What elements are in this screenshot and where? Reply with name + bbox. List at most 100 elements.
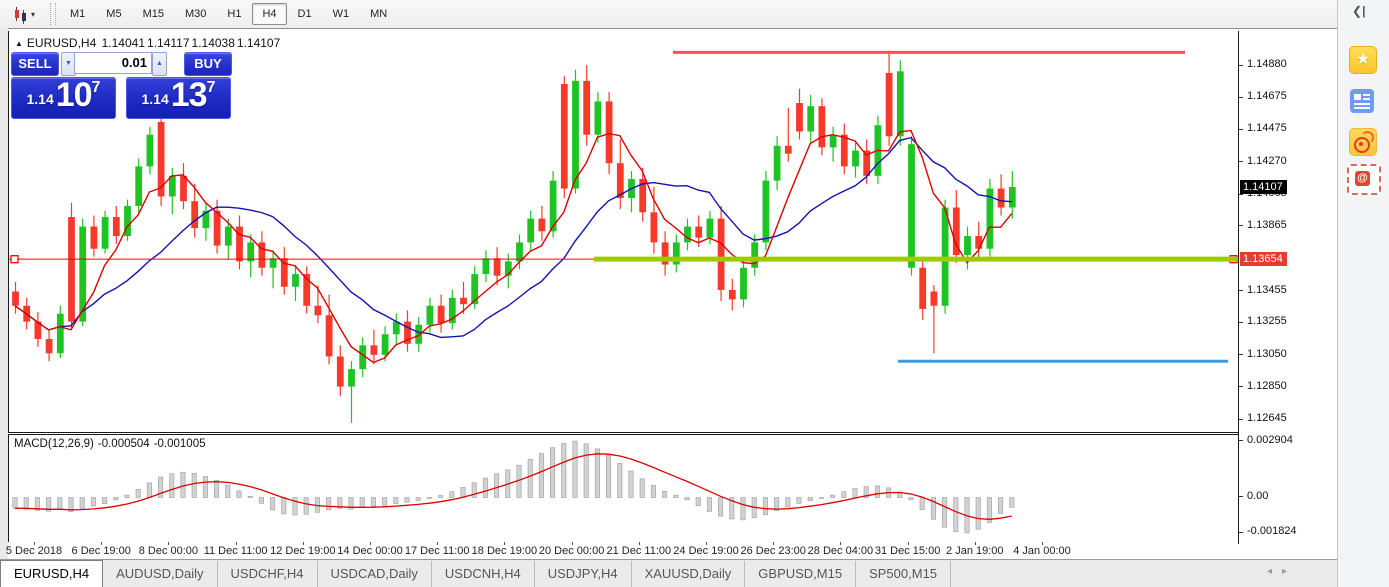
timeframe-button-h4[interactable]: H4 bbox=[252, 3, 287, 25]
tab-audusd-daily[interactable]: AUDUSD,Daily bbox=[103, 561, 218, 587]
time-label: 14 Dec 00:00 bbox=[337, 545, 403, 557]
price-tickmark bbox=[1239, 64, 1243, 66]
macd-tickmark bbox=[1239, 496, 1243, 497]
price-tickmark bbox=[1239, 128, 1243, 130]
macd-label: MACD(12,26,9) -0.000504 -0.001005 bbox=[14, 438, 206, 450]
price-tickmark bbox=[1239, 418, 1243, 420]
toolbar-grip[interactable] bbox=[50, 3, 56, 25]
time-label: 6 Dec 19:00 bbox=[71, 545, 131, 557]
price-tickmark bbox=[1239, 161, 1243, 163]
sell-button[interactable]: SELL bbox=[11, 52, 59, 76]
right-sidebar: ❮| ★ @ bbox=[1337, 0, 1389, 587]
time-tickmark bbox=[235, 542, 237, 545]
time-tickmark bbox=[706, 542, 707, 545]
macd-indicator-pane[interactable]: MACD(12,26,9) -0.000504 -0.001005 bbox=[8, 434, 1239, 544]
price-chart-area[interactable]: ▲ EURUSD,H4 1.14041 1.14117 1.14038 1.14107 … bbox=[8, 31, 1239, 433]
timeframe-button-w1[interactable]: W1 bbox=[332, 8, 350, 20]
macd-signal-line bbox=[14, 453, 1012, 520]
line-handle bbox=[10, 255, 19, 264]
top-toolbar: ▾ M1 M5 M15 M30 H1 H4 D1 W1 MN bbox=[0, 0, 1337, 28]
macd-tickmark bbox=[1239, 531, 1243, 533]
candlestick-chart[interactable] bbox=[9, 31, 1239, 432]
time-label: 11 Dec 11:00 bbox=[203, 545, 268, 557]
mail-icon[interactable]: @ bbox=[1347, 164, 1381, 195]
chart-title: ▲ EURUSD,H4 1.14041 1.14117 1.14038 1.14107 bbox=[15, 36, 281, 50]
ma-slow-line bbox=[14, 136, 1012, 339]
price-tick-label: 1.13865 bbox=[1247, 218, 1287, 231]
tab-xauusd-daily[interactable]: XAUUSD,Daily bbox=[632, 561, 746, 587]
tab-usdjpy-h4[interactable]: USDJPY,H4 bbox=[535, 561, 632, 587]
price-scale[interactable]: 1.148801.146751.144751.142701.140651.138… bbox=[1238, 31, 1338, 543]
price-tick-label: 1.13455 bbox=[1247, 283, 1287, 296]
news-icon[interactable] bbox=[1350, 89, 1374, 113]
chevron-down-icon: ▾ bbox=[30, 9, 35, 19]
macd-chart bbox=[12, 440, 1015, 534]
tab-scroll-right-icon[interactable]: ▸ bbox=[1281, 566, 1297, 577]
timeframe-button-d1[interactable]: D1 bbox=[297, 8, 312, 20]
tab-usdcad-daily[interactable]: USDCAD,Daily bbox=[318, 561, 432, 587]
weibo-icon[interactable] bbox=[1349, 128, 1377, 156]
price-tick-label: 1.14475 bbox=[1247, 122, 1287, 135]
time-label: 31 Dec 15:00 bbox=[874, 545, 941, 557]
timeframe-button-h1[interactable]: H1 bbox=[227, 8, 242, 20]
price-tickmark bbox=[1239, 96, 1243, 98]
time-tickmark bbox=[773, 542, 775, 545]
time-tickmark bbox=[1042, 542, 1043, 545]
price-tickmark bbox=[1239, 321, 1243, 323]
chart-tab-bar: EURUSD,H4 AUDUSD,Daily USDCHF,H4 USDCAD,Dai… bbox=[0, 559, 1337, 587]
price-tick-label: 1.13255 bbox=[1247, 315, 1287, 328]
tab-usdchf-h4[interactable]: USDCHF,H4 bbox=[218, 561, 318, 587]
chart-type-button[interactable]: ▾ bbox=[6, 3, 44, 25]
time-label: 21 Dec 11:00 bbox=[606, 545, 672, 557]
time-scale[interactable]: 5 Dec 2018 6 Dec 19:00 8 Dec 00:00 11 Dec 1… bbox=[6, 542, 1238, 560]
time-label: 2 Jan 19:00 bbox=[946, 545, 1004, 557]
macd-tickmark bbox=[1239, 439, 1243, 441]
time-tickmark bbox=[571, 542, 573, 545]
timeframe-button-m15[interactable]: M15 bbox=[142, 8, 164, 20]
time-label: 24 Dec 19:00 bbox=[673, 545, 739, 557]
ma-fast-line bbox=[14, 129, 1013, 364]
time-tickmark bbox=[907, 542, 909, 545]
time-tickmark bbox=[504, 542, 506, 545]
buy-price-button[interactable]: 1.14137 bbox=[126, 76, 231, 119]
time-tickmark bbox=[370, 542, 371, 545]
price-tick-label: 1.14675 bbox=[1247, 90, 1287, 103]
timeframe-bar: M1 M5 M15 M30 H1 H4 D1 W1 MN bbox=[60, 3, 398, 25]
time-label: 18 Dec 19:00 bbox=[471, 545, 538, 557]
collapse-trade-panel-icon[interactable]: ▲ bbox=[15, 39, 23, 48]
sell-price-button[interactable]: 1.14107 bbox=[11, 76, 116, 119]
tab-scroll-left-icon[interactable]: ◂ bbox=[1266, 566, 1282, 577]
time-label: 20 Dec 00:00 bbox=[538, 545, 605, 557]
price-tickmark bbox=[1239, 354, 1243, 356]
price-tick-label: 1.14270 bbox=[1247, 154, 1287, 167]
macd-tick-label: 0.002904 bbox=[1247, 434, 1293, 446]
timeframe-button-m30[interactable]: M30 bbox=[184, 8, 207, 20]
macd-tick-label: -0.001824 bbox=[1247, 525, 1297, 537]
tab-eurusd-h4[interactable]: EURUSD,H4 bbox=[0, 560, 104, 587]
timeframe-button-m5[interactable]: M5 bbox=[106, 8, 122, 20]
time-tickmark bbox=[101, 542, 103, 545]
buy-button[interactable]: BUY bbox=[184, 52, 232, 76]
time-tickmark bbox=[974, 542, 976, 545]
tab-sp500-m15[interactable]: SP500,M15 bbox=[856, 561, 952, 587]
volume-increase-button[interactable]: ▲ bbox=[152, 52, 167, 76]
collapse-panel-icon[interactable]: ❮| bbox=[1352, 4, 1366, 18]
time-tickmark bbox=[437, 542, 439, 545]
time-label: 12 Dec 19:00 bbox=[270, 545, 336, 557]
chart-window: ▲ EURUSD,H4 1.14041 1.14117 1.14038 1.14107 … bbox=[6, 28, 1338, 560]
timeframe-button-m1[interactable]: M1 bbox=[70, 8, 86, 20]
line-price-badge: 1.13654 bbox=[1240, 251, 1287, 266]
price-tick-label: 1.12645 bbox=[1247, 412, 1287, 424]
volume-input[interactable]: 0.01 bbox=[74, 52, 152, 74]
price-tickmark bbox=[1239, 225, 1243, 227]
time-label: 8 Dec 00:00 bbox=[138, 545, 199, 557]
price-tick-label: 1.14880 bbox=[1247, 58, 1287, 70]
timeframe-button-mn[interactable]: MN bbox=[370, 8, 388, 20]
time-label: 26 Dec 23:00 bbox=[740, 545, 806, 557]
tab-usdcnh-h4[interactable]: USDCNH,H4 bbox=[432, 561, 535, 587]
favorites-star-icon[interactable]: ★ bbox=[1349, 46, 1377, 74]
time-tickmark bbox=[302, 542, 304, 545]
tab-gbpusd-m15[interactable]: GBPUSD,M15 bbox=[745, 561, 857, 587]
price-tick-label: 1.12850 bbox=[1247, 379, 1287, 392]
